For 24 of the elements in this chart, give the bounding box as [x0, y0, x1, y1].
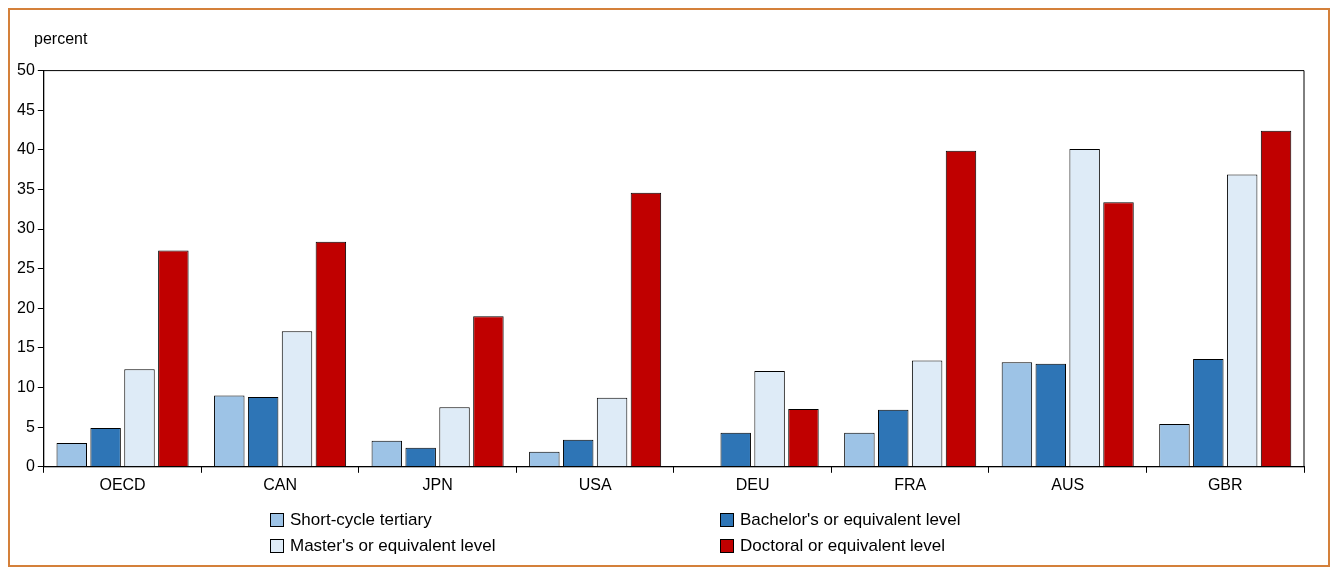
legend-label: Short-cycle tertiary — [290, 510, 432, 530]
y-tick-label: 50 — [17, 61, 35, 79]
x-tick-label: OECD — [99, 475, 146, 493]
y-tick-label: 20 — [17, 298, 35, 316]
y-tick-label: 15 — [17, 338, 35, 356]
y-tick-label: 40 — [17, 140, 35, 158]
x-tick-label: DEU — [735, 475, 770, 493]
y-tick-label: 10 — [17, 377, 35, 395]
x-tick-label: GBR — [1207, 475, 1243, 493]
x-tick-label: USA — [578, 475, 612, 493]
y-tick-label: 0 — [25, 457, 35, 475]
x-tick-label: FRA — [894, 475, 927, 493]
legend-label: Doctoral or equivalent level — [740, 536, 946, 556]
legend-label: Master's or equivalent level — [290, 536, 496, 556]
y-tick-label: 45 — [17, 100, 35, 118]
y-tick-label: 5 — [25, 417, 35, 435]
legend-label: Bachelor's or equivalent level — [740, 510, 961, 530]
y-tick-label: 35 — [17, 179, 35, 197]
y-tick-label: 25 — [17, 259, 35, 277]
x-tick-label: JPN — [422, 475, 453, 493]
y-axis-title: percent — [34, 30, 88, 48]
y-tick-label: 30 — [17, 219, 35, 237]
x-tick-label: CAN — [263, 475, 297, 493]
x-tick-label: AUS — [1051, 475, 1085, 493]
